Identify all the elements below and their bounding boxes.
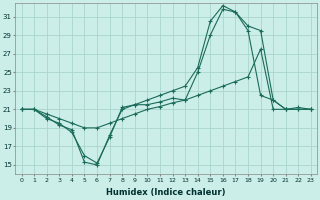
- X-axis label: Humidex (Indice chaleur): Humidex (Indice chaleur): [107, 188, 226, 197]
